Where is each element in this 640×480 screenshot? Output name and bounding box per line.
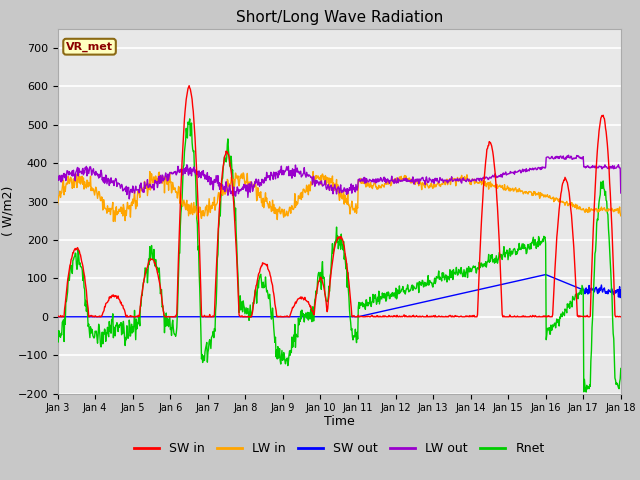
Legend: SW in, LW in, SW out, LW out, Rnet: SW in, LW in, SW out, LW out, Rnet: [129, 437, 550, 460]
Y-axis label: ( W/m2): ( W/m2): [1, 186, 15, 236]
Text: VR_met: VR_met: [66, 42, 113, 52]
X-axis label: Time: Time: [324, 415, 355, 428]
Title: Short/Long Wave Radiation: Short/Long Wave Radiation: [236, 10, 443, 25]
